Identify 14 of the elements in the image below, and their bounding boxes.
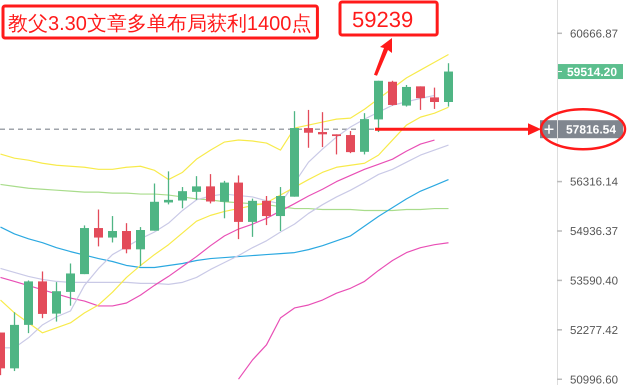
line-series xyxy=(0,139,436,307)
y-tick-label: 56316.14 xyxy=(570,176,619,189)
annotation: 59239 xyxy=(352,7,414,32)
annotation: 教父3.30文章多单布局获利1400点 xyxy=(8,13,312,35)
text: 59514.20 xyxy=(566,65,618,80)
line-series xyxy=(0,178,450,268)
line-series xyxy=(0,54,450,180)
y-tick-label: 60666.87 xyxy=(570,28,618,40)
y-tick-label: 54936.37 xyxy=(570,226,618,238)
line-series xyxy=(238,242,450,380)
y-tick-label: 53590.40 xyxy=(570,275,618,288)
y-tick-label: 50996.60 xyxy=(570,374,618,385)
y-tick-label: 52277.42 xyxy=(570,324,618,337)
ref-line-label: 57816.54 xyxy=(566,122,616,137)
